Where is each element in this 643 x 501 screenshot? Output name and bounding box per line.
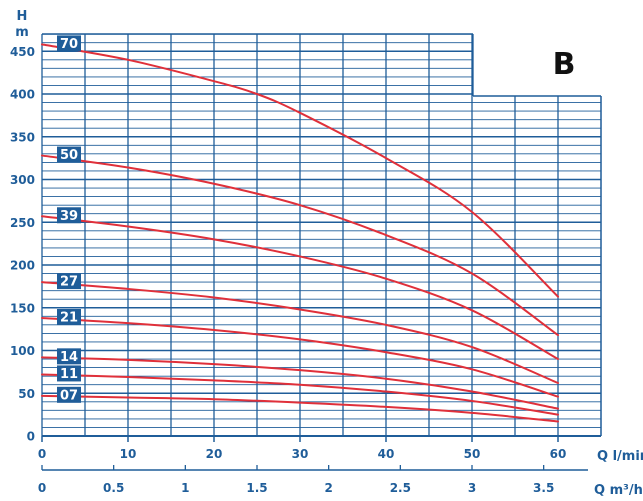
x2-tick-label: 0	[38, 481, 46, 495]
curve-badge-label: 27	[60, 275, 78, 290]
curve-badge-label: 14	[60, 350, 78, 365]
curve-27	[41, 281, 559, 384]
curve-badge-bg	[57, 365, 81, 382]
curve-badge-label: 70	[60, 37, 78, 52]
x2-tick-label: 3.5	[533, 481, 554, 495]
y-tick-label: 400	[10, 88, 35, 102]
curve-badge-27: 27	[57, 273, 81, 290]
y-tick-label: 200	[10, 259, 35, 273]
x-tick-label: 60	[550, 447, 567, 461]
y-tick-label: 350	[10, 130, 35, 144]
curve-badge-bg	[57, 386, 81, 403]
y-tick-labels: 0 50 100 150 200 250 300 350 400 450	[10, 45, 35, 444]
y-tick-label: 150	[10, 301, 35, 315]
curve-badge-bg	[57, 35, 81, 52]
y-tick-label: 300	[10, 173, 35, 187]
y-tick-label: 50	[18, 387, 35, 401]
curve-badge-label: 11	[60, 367, 78, 382]
curve-badge-39: 39	[57, 207, 81, 224]
curves	[41, 43, 559, 423]
x-tick-label: 0	[38, 447, 46, 461]
x-tick-label: 20	[206, 447, 223, 461]
x-tick-labels-primary: 0 10 20 30 40 50 60	[38, 435, 601, 461]
curve-70	[41, 43, 559, 298]
curve-39	[41, 215, 559, 361]
x-axis-label-primary: Q l/min	[597, 449, 643, 464]
curve-badge-bg	[57, 348, 81, 365]
curve-badge-label: 21	[60, 311, 78, 326]
curve-14	[41, 356, 559, 410]
x-axis-label-secondary: Q m³/h	[594, 483, 643, 498]
curve-badge-bg	[57, 207, 81, 224]
x2-tick-label: 1.5	[246, 481, 267, 495]
x2-tick-label: 1	[181, 481, 189, 495]
curve-badge-11: 11	[57, 365, 81, 382]
y-axis-label-bottom: m	[15, 25, 29, 40]
chart-corner-label: B	[553, 47, 576, 82]
y-tick-label: 450	[10, 45, 35, 59]
y-tick-label: 0	[27, 430, 35, 444]
curve-50	[41, 154, 559, 337]
curve-21	[41, 317, 559, 398]
curve-badge-07: 07	[57, 386, 81, 403]
x2-tick-label: 0.5	[103, 481, 124, 495]
x2-tick-label: 2.5	[390, 481, 411, 495]
x-tick-label: 40	[378, 447, 395, 461]
curve-badge-label: 39	[60, 209, 78, 224]
curve-badge-bg	[57, 273, 81, 290]
curve-badges: 70 50 39 27 21 14 11 07	[57, 35, 81, 403]
curve-badge-21: 21	[57, 309, 81, 326]
x2-tick-label: 2	[324, 481, 332, 495]
grid	[41, 33, 602, 437]
curve-badge-label: 07	[60, 388, 78, 403]
curve-badge-label: 50	[60, 148, 78, 163]
x-tick-labels-secondary: 0 0.5 1 1.5 2 2.5 3 3.5	[38, 465, 588, 495]
curve-badge-bg	[57, 309, 81, 326]
x-tick-label: 50	[464, 447, 481, 461]
y-axis-label-top: H	[17, 9, 28, 24]
curve-badge-50: 50	[57, 146, 81, 163]
curve-badge-bg	[57, 146, 81, 163]
curve-badge-70: 70	[57, 35, 81, 52]
x2-tick-label: 3	[468, 481, 476, 495]
y-tick-label: 250	[10, 216, 35, 230]
curve-11	[41, 373, 559, 416]
x-tick-label: 30	[292, 447, 309, 461]
curve-07	[41, 394, 559, 423]
y-tick-label: 100	[10, 344, 35, 358]
x-tick-label: 10	[120, 447, 137, 461]
curve-badge-14: 14	[57, 348, 81, 365]
